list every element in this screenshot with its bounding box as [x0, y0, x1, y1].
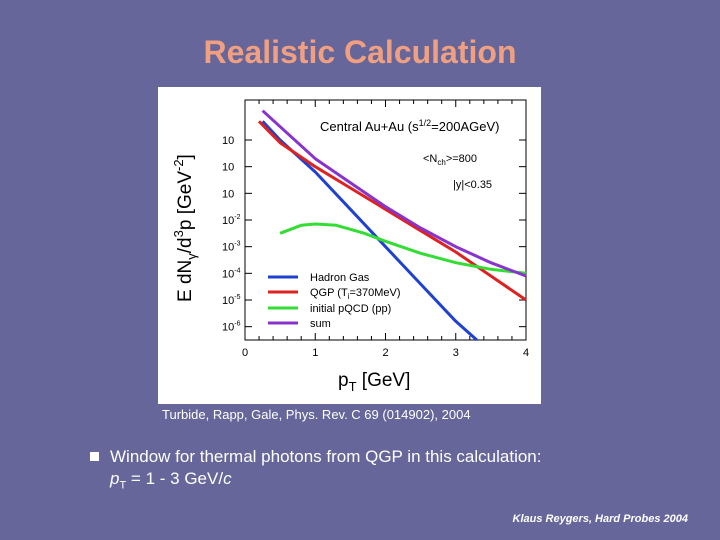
bullet-subline: pT = 1 - 3 GeV/c — [110, 469, 232, 492]
y-tick-label: 10-4 — [222, 267, 241, 280]
x-tick-label: 0 — [242, 347, 248, 359]
x-tick-label: 3 — [453, 347, 459, 359]
y-tick-label: 10 — [222, 135, 234, 147]
legend-label-pqcd: initial pQCD (pp) — [310, 303, 391, 315]
slide-title: Realistic Calculation — [203, 34, 517, 70]
legend-label-sum: sum — [310, 318, 331, 330]
ann-line2: <Nch>=800 — [423, 153, 477, 167]
author-footer: Klaus Reygers, Hard Probes 2004 — [512, 513, 688, 525]
y-axis-label: E dNγ/d3p [GeV-2] — [171, 154, 199, 302]
y-tick-label: 10-6 — [222, 321, 241, 334]
y-tick-label: 10 — [222, 162, 234, 174]
bullet-text: Window for thermal photons from QGP in t… — [110, 447, 542, 466]
y-tick-label: 10-2 — [222, 214, 241, 227]
x-tick-label: 2 — [382, 347, 388, 359]
legend-label-qgp: QGP (Ti=370MeV) — [310, 287, 401, 301]
series-line-3 — [261, 109, 527, 278]
citation: Turbide, Rapp, Gale, Phys. Rev. C 69 (01… — [162, 407, 471, 422]
bullet-square-icon — [90, 452, 99, 461]
ann-line3: |y|<0.35 — [453, 179, 492, 191]
x-axis-label: pT [GeV] — [338, 370, 410, 394]
legend-label-hadron-gas: Hadron Gas — [310, 272, 370, 284]
photon-spectrum-chart: 0 1 2 3 4 10 10 10 10-2 10-3 10-4 10-5 10-6 Central … — [171, 99, 529, 394]
y-tick-label: 10-5 — [222, 294, 241, 307]
series-line-2 — [279, 222, 527, 275]
x-tick-label: 4 — [523, 347, 529, 359]
y-tick-label: 10-3 — [222, 241, 241, 254]
x-tick-label: 1 — [312, 347, 318, 359]
y-tick-label: 10 — [222, 188, 234, 200]
legend: Hadron Gas QGP (Ti=370MeV) initial pQCD … — [268, 272, 401, 330]
figure-panel: 0 1 2 3 4 10 10 10 10-2 10-3 10-4 10-5 10-6 Central … — [158, 87, 541, 404]
ann-line1: Central Au+Au (s1/2=200AGeV) — [320, 118, 499, 134]
